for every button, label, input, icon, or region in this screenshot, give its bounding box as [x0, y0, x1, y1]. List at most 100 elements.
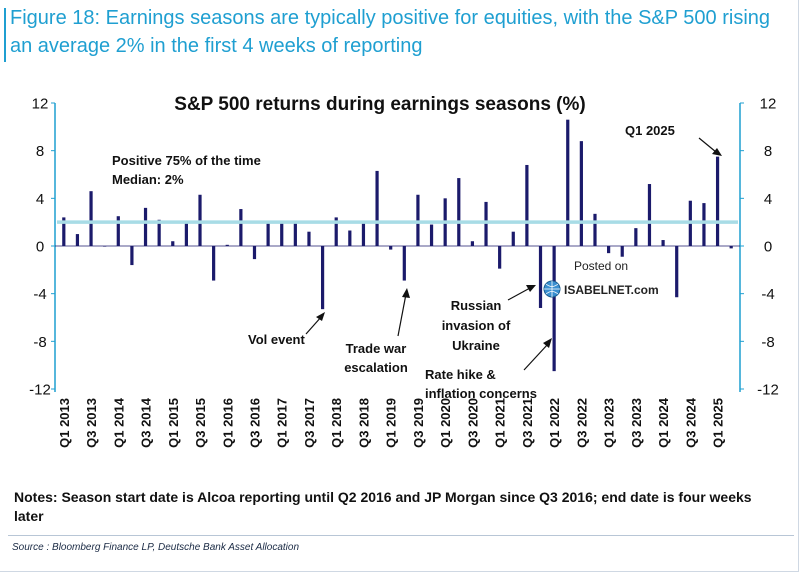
bar-q3-2014 [143, 207, 148, 246]
source-divider [8, 535, 794, 536]
trade-war-arrowhead [402, 288, 410, 298]
bar-q2-2021 [511, 231, 515, 246]
bar-series [62, 119, 733, 372]
q1-2025-arrowhead [712, 148, 722, 156]
bar-q3-2017 [307, 231, 311, 246]
bar-q3-2021 [525, 164, 529, 246]
bar-q1-2022 [552, 246, 556, 372]
bar-q4-2022 [593, 213, 597, 246]
bar-q2-2020 [457, 178, 461, 246]
bar-q3-2016 [252, 246, 257, 260]
right-y-tick-label: 8 [764, 143, 772, 160]
x-axis-labels: Q1 2013 Q3 2013 Q1 2014 Q3 2014 Q1 2015 Q3 20… [57, 397, 726, 448]
russia-arrow [507, 287, 531, 301]
right-y-tick-label: 4 [764, 191, 772, 208]
bar-q4-2019 [429, 224, 434, 246]
x-tick-label: Q3 2015 [193, 398, 208, 448]
bar-q1-2021 [498, 246, 502, 269]
x-tick-label: Q1 2015 [166, 398, 181, 448]
right-y-tick-label: -8 [761, 334, 774, 351]
x-tick-label: Q1 2022 [547, 398, 562, 448]
bar-q1-2016 [225, 244, 229, 246]
bar-q4-2020 [484, 201, 488, 246]
x-tick-label: Q1 2017 [275, 398, 290, 448]
bar-q4-2021 [538, 246, 543, 308]
chart-title: S&P 500 returns during earnings seasons … [174, 94, 585, 115]
x-tick-label: Q1 2020 [438, 398, 453, 448]
bar-q3-2019 [416, 194, 420, 246]
stats-annotation-line2: Median: 2% [112, 172, 184, 187]
watermark-globe-icon [543, 280, 561, 298]
right-y-axis: 12 8 4 0 -4 -8 -12 [740, 96, 779, 399]
russia-arrowhead [526, 285, 536, 292]
bar-q3-2020 [470, 241, 475, 246]
rate-hike-label-line2: inflation concerns [425, 386, 537, 401]
bar-q1-2025 [715, 156, 720, 247]
x-tick-label: Q3 2024 [683, 397, 698, 448]
left-y-tick-label: 8 [36, 143, 44, 160]
bar-q2-2025 [729, 246, 733, 249]
bar-q1-2018 [334, 217, 338, 246]
vol-event-label: Vol event [248, 332, 306, 347]
x-tick-label: Q3 2021 [520, 398, 535, 448]
x-tick-label: Q1 2024 [656, 397, 671, 448]
title-accent-rule [4, 8, 6, 62]
right-y-tick-label: 12 [760, 96, 777, 113]
q1-2025-arrow [698, 137, 717, 153]
bar-q4-2016 [266, 223, 270, 246]
x-tick-label: Q1 2016 [220, 398, 235, 448]
trade-war-label-line2: escalation [344, 360, 408, 375]
rate-hike-label-line1: Rate hike & [425, 367, 496, 382]
x-tick-label: Q1 2019 [384, 398, 399, 448]
x-tick-label: Q3 2014 [139, 397, 154, 448]
x-tick-label: Q1 2025 [711, 398, 726, 448]
bar-q1-2019 [389, 246, 393, 250]
x-tick-label: Q1 2014 [111, 397, 126, 448]
bar-q2-2014 [130, 246, 134, 266]
bar-q2-2016 [239, 209, 243, 246]
q1-2025-label: Q1 2025 [625, 123, 675, 138]
bar-q2-2013 [75, 234, 80, 246]
watermark-site: ISABELNET.com [564, 283, 659, 297]
bar-q2-2023 [620, 246, 624, 257]
bar-q4-2023 [647, 184, 652, 246]
bar-q1-2014 [116, 216, 120, 246]
x-tick-label: Q3 2017 [302, 398, 317, 448]
x-tick-label: Q3 2022 [574, 398, 589, 448]
x-tick-label: Q3 2020 [465, 398, 480, 448]
bar-q3-2015 [198, 194, 202, 246]
bar-q2-2022 [566, 119, 570, 246]
x-tick-label: Q1 2013 [57, 398, 72, 448]
bar-q3-2013 [89, 191, 93, 246]
bar-q1-2013 [62, 217, 66, 246]
bar-q2-2024 [675, 246, 679, 298]
bar-q4-2024 [702, 203, 706, 246]
russia-label-line1: Russian [451, 298, 502, 313]
x-tick-label: Q3 2013 [84, 398, 99, 448]
x-tick-label: Q3 2023 [629, 398, 644, 448]
x-tick-label: Q3 2016 [247, 398, 262, 448]
stats-annotation-line1: Positive 75% of the time [112, 153, 261, 168]
bar-chart: S&P 500 returns during earnings seasons … [29, 94, 779, 448]
bar-q3-2018 [361, 223, 366, 246]
russia-label-line2: invasion of [442, 318, 511, 333]
bar-q1-2024 [661, 240, 665, 246]
bar-q4-2018 [375, 170, 379, 246]
x-tick-label: Q3 2019 [411, 398, 426, 448]
left-y-tick-label: -12 [29, 382, 51, 399]
rate-hike-arrowhead [543, 338, 552, 348]
bar-q4-2014 [157, 219, 161, 246]
left-y-tick-label: 12 [32, 96, 49, 113]
trade-war-label-line1: Trade war [346, 341, 407, 356]
bar-q3-2022 [579, 141, 583, 246]
bar-q1-2017 [280, 223, 284, 246]
bar-q4-2017 [320, 246, 325, 310]
bar-q1-2023 [607, 246, 611, 254]
left-y-tick-label: 4 [36, 191, 44, 208]
left-y-axis: 12 8 4 0 -4 -8 -12 [29, 96, 55, 399]
x-tick-label: Q3 2018 [356, 398, 371, 448]
bar-q2-2018 [348, 230, 352, 246]
right-y-tick-label: 0 [764, 239, 772, 256]
x-tick-label: Q1 2021 [493, 398, 508, 448]
